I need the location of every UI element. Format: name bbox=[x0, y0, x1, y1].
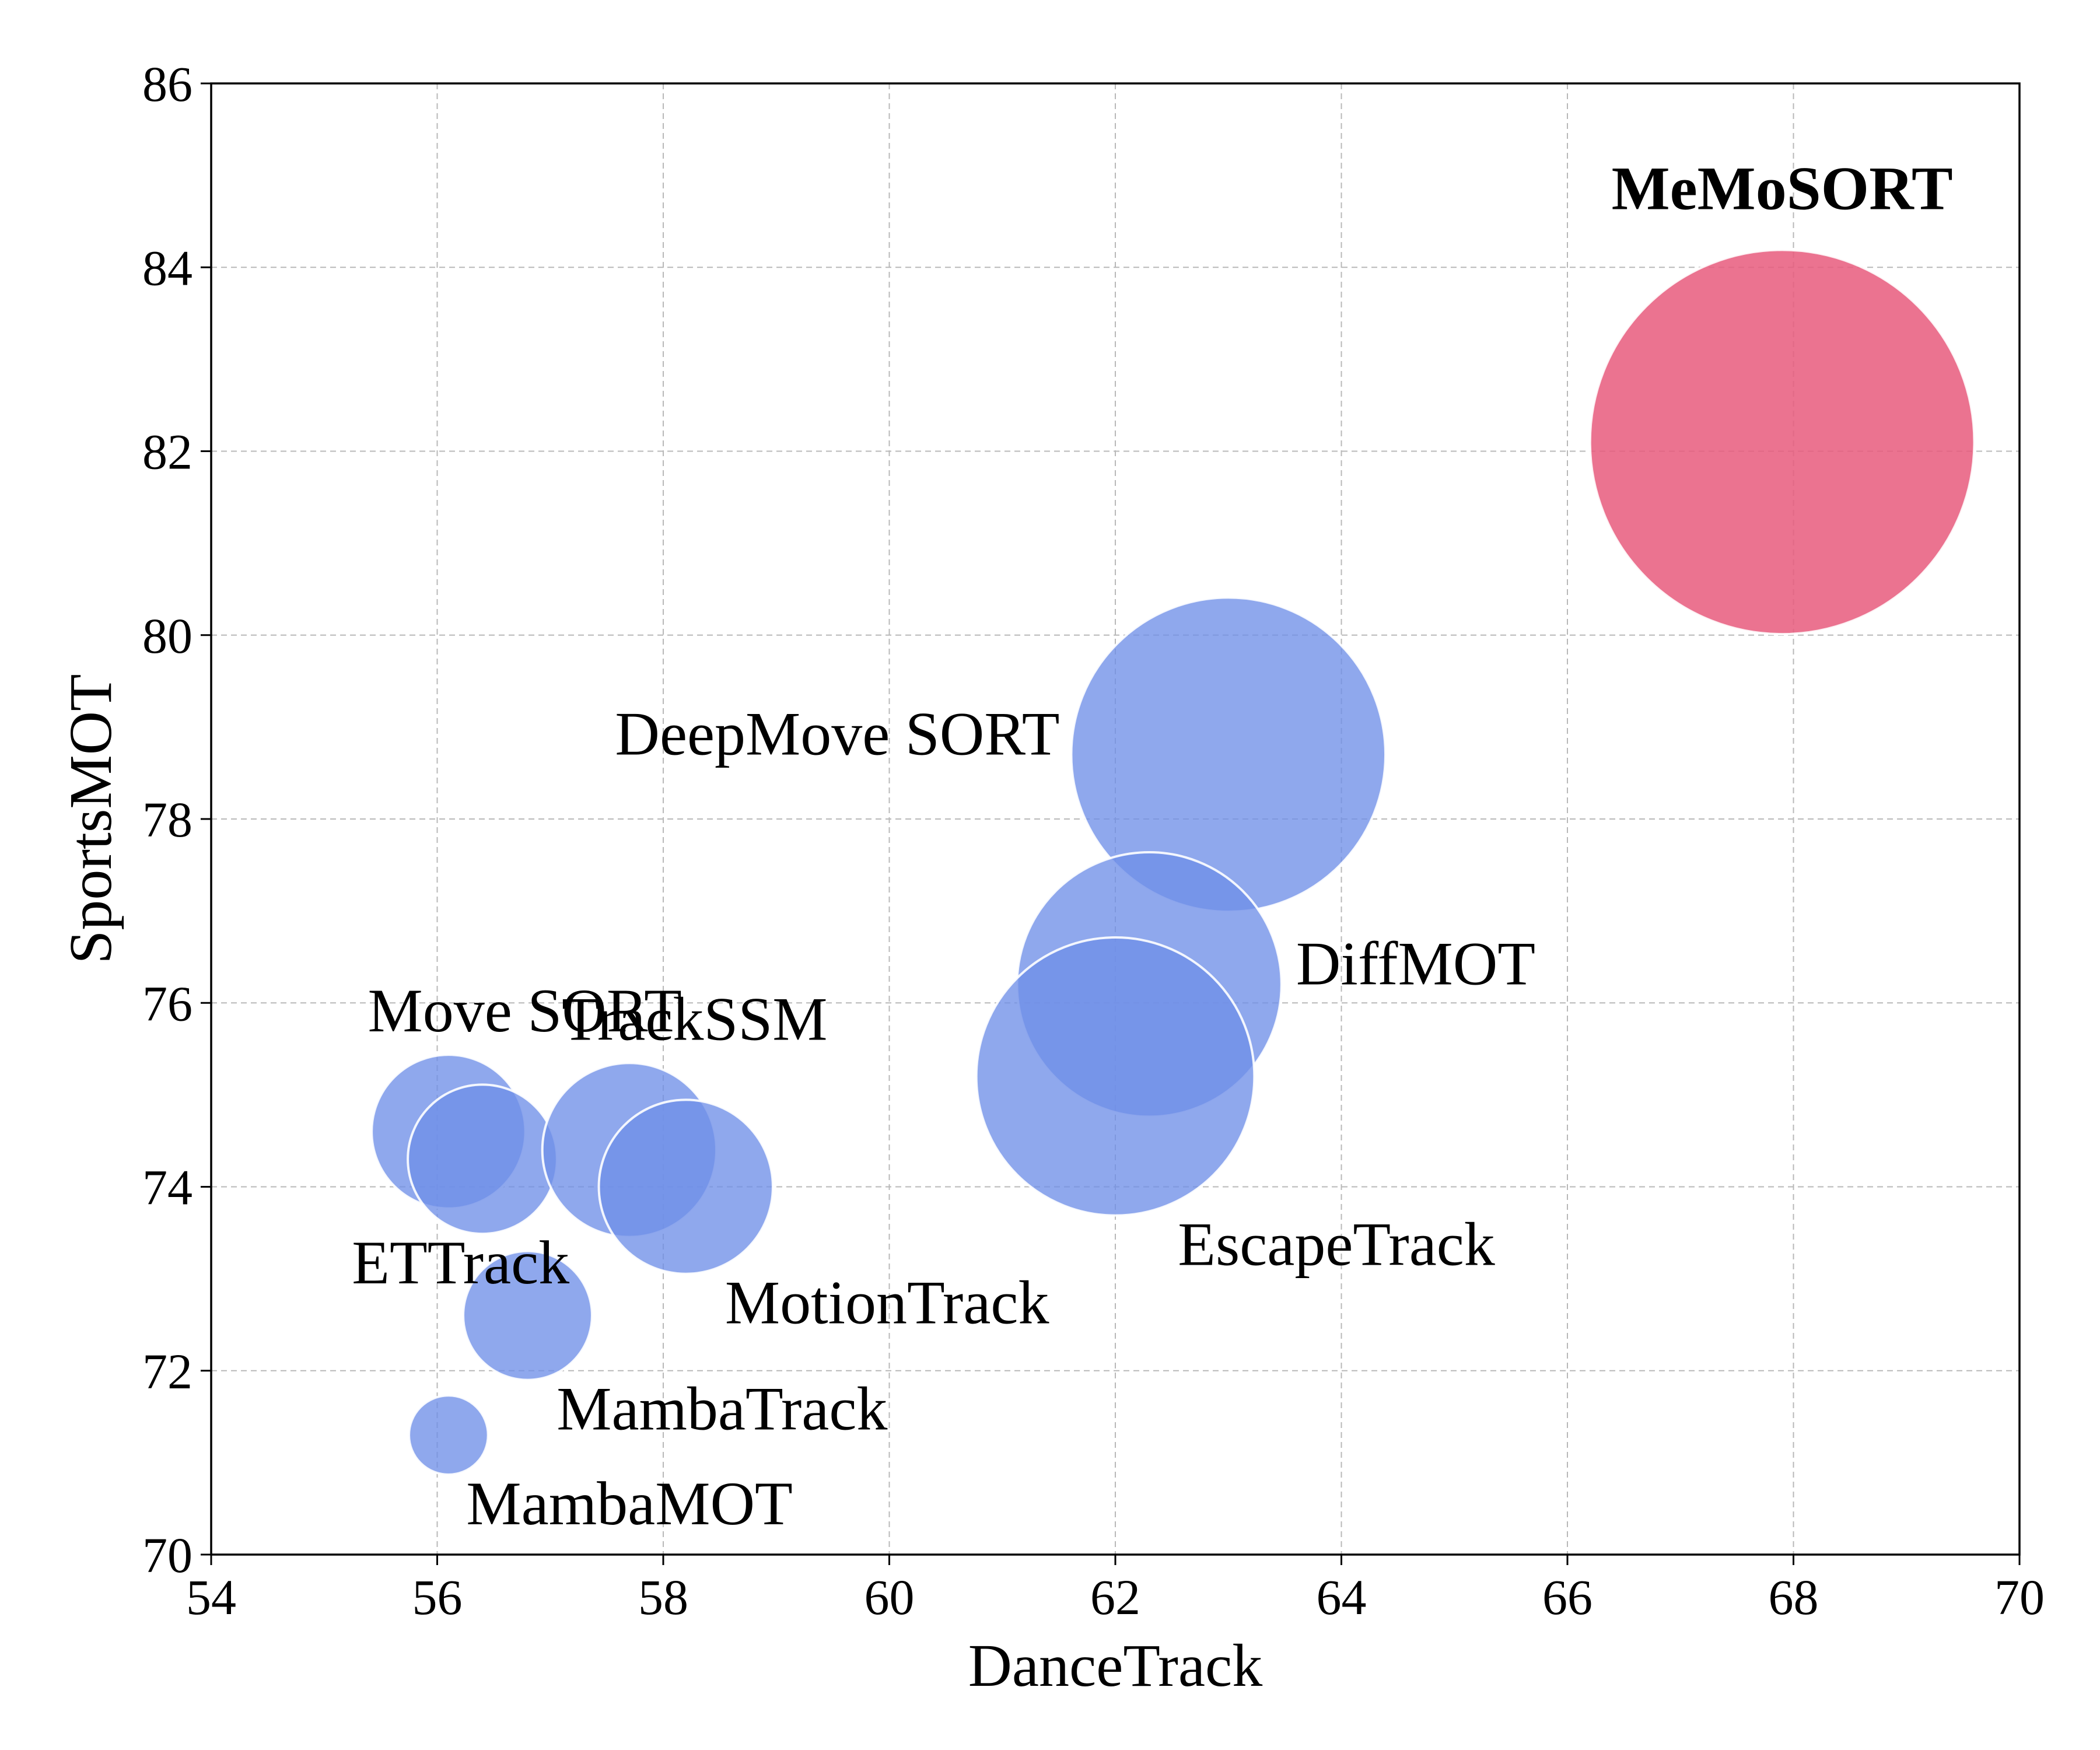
bubble-escapetrack bbox=[975, 936, 1256, 1217]
x-tick-label: 68 bbox=[1769, 1569, 1819, 1625]
bubble-motiontrack bbox=[597, 1098, 774, 1275]
x-tick-label: 64 bbox=[1317, 1569, 1367, 1625]
x-tick-label: 56 bbox=[412, 1569, 463, 1625]
bubble-mambamot bbox=[408, 1394, 489, 1476]
label-mambatrack: MambaTrack bbox=[556, 1375, 887, 1443]
x-tick-label: 58 bbox=[638, 1569, 688, 1625]
y-tick-label: 70 bbox=[142, 1527, 192, 1583]
bubbles bbox=[370, 249, 1976, 1476]
label-memosort: MeMoSORT bbox=[1612, 154, 1953, 222]
y-tick-label: 80 bbox=[142, 608, 192, 664]
bubble-mambatrack bbox=[462, 1250, 593, 1381]
x-tick-label: 60 bbox=[864, 1569, 915, 1625]
x-tick-label: 70 bbox=[1994, 1569, 2045, 1625]
axes: 54 56 58 60 62 64 66 68 70 70 72 74 76 78 80 82 84 86 bbox=[142, 56, 2045, 1625]
bubble-labels: Move SORT ETTrack TrackSSM MotionTrack Mamba… bbox=[352, 154, 1952, 1538]
y-tick-label: 78 bbox=[142, 792, 192, 848]
label-move-sort: Move SORT bbox=[368, 977, 682, 1045]
label-diffmot: DiffMOT bbox=[1296, 930, 1535, 998]
y-tick-label: 84 bbox=[142, 240, 192, 296]
y-tick-label: 72 bbox=[142, 1343, 192, 1399]
label-escapetrack: EscapeTrack bbox=[1178, 1210, 1495, 1279]
label-mambamot: MambaMOT bbox=[466, 1469, 792, 1538]
label-trackssm: TrackSSM bbox=[562, 985, 828, 1053]
x-tick-label: 54 bbox=[186, 1569, 236, 1625]
label-deepmove-sort: DeepMove SORT bbox=[615, 700, 1059, 768]
x-tick-label: 66 bbox=[1542, 1569, 1592, 1625]
x-axis-title: DanceTrack bbox=[968, 1632, 1262, 1699]
label-ettrack: ETTrack bbox=[352, 1228, 569, 1297]
x-tick-label: 62 bbox=[1090, 1569, 1140, 1625]
y-tick-label: 74 bbox=[142, 1160, 192, 1216]
y-axis-title: SportsMOT bbox=[57, 674, 124, 964]
label-motiontrack: MotionTrack bbox=[725, 1269, 1049, 1337]
y-tick-label: 82 bbox=[142, 424, 192, 480]
bubble-ettrack bbox=[407, 1083, 558, 1236]
bubble-memosort bbox=[1588, 249, 1976, 636]
y-tick-label: 76 bbox=[142, 975, 192, 1031]
y-tick-label: 86 bbox=[142, 56, 192, 112]
